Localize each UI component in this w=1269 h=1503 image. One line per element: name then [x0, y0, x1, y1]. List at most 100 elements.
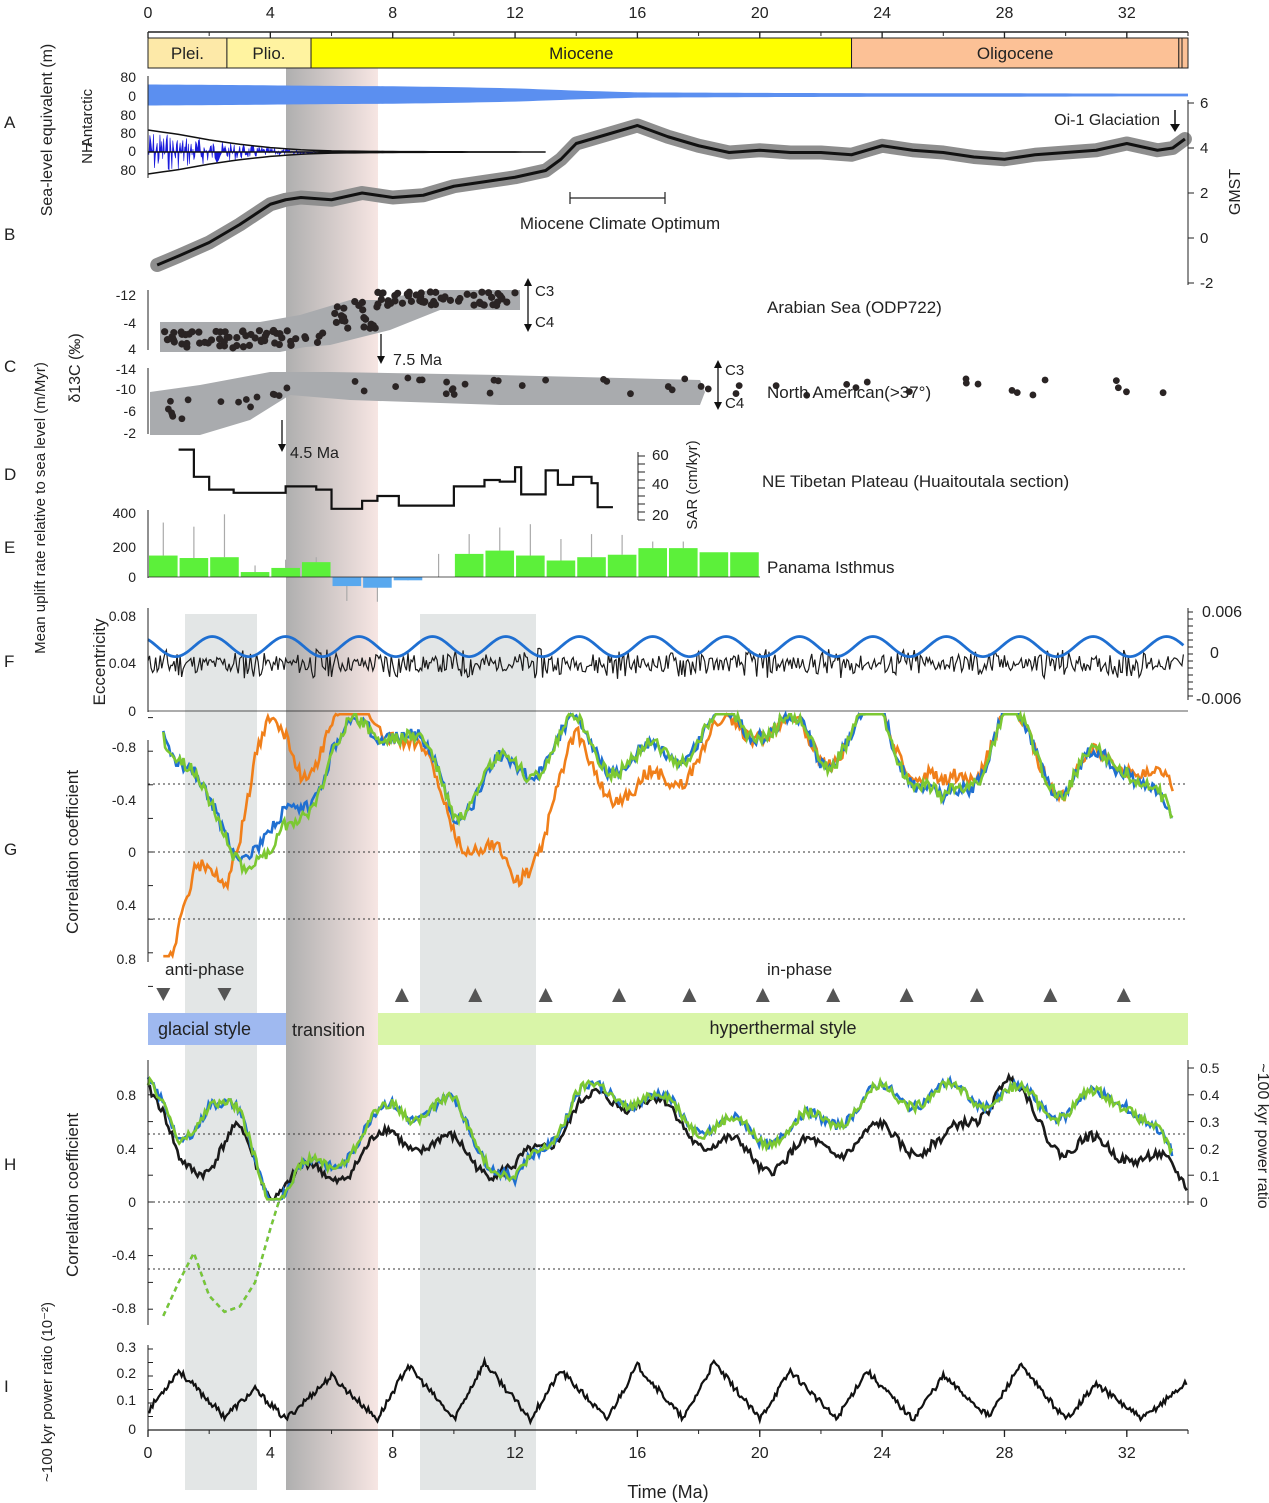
north-american-point — [184, 396, 192, 404]
f-right-tick-mid: 0 — [1210, 645, 1219, 662]
top-time-axis: 0 4 8 12 16 20 24 28 32 — [144, 5, 1189, 38]
epoch-label: Plio. — [252, 44, 285, 63]
arabian-sea-point — [340, 304, 348, 312]
north-american-point — [247, 403, 254, 411]
north-american-point — [490, 376, 498, 384]
in-phase-marker — [538, 988, 553, 1002]
in-phase-marker — [899, 988, 914, 1002]
epoch-box — [147, 37, 228, 69]
h-green-dashed-series — [162, 1198, 281, 1317]
h-tick-2: 0 — [128, 1194, 136, 1210]
gmst-tick-label: 6 — [1200, 95, 1208, 112]
in-phase-marker — [755, 988, 770, 1002]
panel-letter: B — [4, 225, 15, 244]
panel-g: -0.8 -0.4 0 0.4 0.8 Correlation coeffici… — [63, 709, 1188, 1002]
panel-letter: A — [4, 113, 16, 132]
panel-e: 400 200 0 Mean uplift rate relative to s… — [32, 362, 895, 654]
panel-letter: H — [4, 1155, 16, 1174]
panel-i: 0.3 0.2 0.1 0 ~100 kyr power ratio (10⁻²… — [39, 1302, 1188, 1482]
north-american-point — [235, 398, 242, 406]
h-right-tick-4: 0.1 — [1200, 1168, 1220, 1184]
uplift-bar — [240, 572, 270, 577]
e-tick-200: 200 — [113, 539, 137, 555]
panel-b: 6 4 2 0 -2 GMST Miocene Climate Optimum — [150, 95, 1244, 292]
panel-letter: G — [4, 840, 17, 859]
in-phase-label: in-phase — [767, 960, 832, 979]
g-tick-0: -0.8 — [112, 739, 136, 755]
g-tick-1: -0.4 — [112, 792, 136, 808]
top-axis-tick-label: 12 — [506, 5, 524, 22]
h-tick-0: 0.8 — [117, 1087, 137, 1103]
nh-tick-bot: 80 — [120, 162, 136, 178]
arabian-sea-point — [313, 338, 322, 347]
bottom-axis-tick-label: 32 — [1118, 1445, 1136, 1462]
north-american-point — [863, 378, 871, 386]
sea-level-ylabel: Sea-level equivalent (m) — [39, 44, 56, 217]
panel-letter: F — [4, 652, 14, 671]
arabian-sea-point — [503, 298, 511, 306]
north-american-point — [1123, 388, 1130, 396]
eccentricity-405kyr-line — [147, 635, 1185, 659]
north-american-point — [668, 386, 676, 394]
north-american-point — [360, 387, 368, 395]
arabian-sea-label: Arabian Sea (ODP722) — [767, 298, 942, 317]
arabian-sea-point — [446, 296, 455, 304]
bottom-axis-tick-label: 20 — [751, 1445, 769, 1462]
top-axis-tick-label: 8 — [388, 5, 397, 22]
bottom-time-axis: 0 4 8 12 16 20 24 28 32 Time (Ma) — [144, 1430, 1189, 1502]
arabian-sea-point — [478, 288, 486, 296]
uplift-bar — [607, 554, 637, 577]
arabian-sea-point — [426, 288, 434, 296]
antarctic-tick-bot: 80 — [120, 107, 136, 123]
antarctic-tick-mid: 0 — [128, 88, 136, 104]
uplift-bar — [546, 560, 576, 577]
top-axis-tick-label: 4 — [266, 5, 275, 22]
arabian-sea-point — [332, 318, 341, 327]
g-ylabel: Correlation coefficient — [63, 770, 82, 934]
arrow-7-5-ma-label: 7.5 Ma — [393, 352, 442, 369]
north-american-point — [803, 391, 811, 399]
in-phase-marker — [468, 988, 483, 1002]
arabian-sea-point — [269, 327, 277, 336]
h-ylabel: Correlation coefficient — [63, 1113, 82, 1277]
north-american-point — [1112, 377, 1120, 385]
north-american-point — [1029, 391, 1037, 399]
arabian-sea-point — [239, 343, 248, 351]
uplift-bar — [301, 562, 331, 577]
e-tick-0: 0 — [128, 569, 136, 585]
uplift-bar — [271, 567, 300, 577]
mco-annotation: Miocene Climate Optimum — [520, 214, 720, 233]
top-axis-tick-label: 0 — [144, 5, 153, 22]
arabian-sea-point — [233, 333, 241, 342]
e-tick-400: 400 — [113, 505, 137, 521]
north-american-point — [843, 380, 851, 388]
c-tick-top-1: -4 — [124, 315, 137, 331]
nh-tick-top: 80 — [120, 125, 136, 141]
sar-ylabel: SAR (cm/kyr) — [684, 440, 701, 529]
panama-label: Panama Isthmus — [767, 558, 895, 577]
north-american-point — [167, 397, 174, 405]
north-american-point — [442, 390, 450, 398]
shade-interval-1 — [185, 614, 257, 1490]
arabian-sea-point — [302, 334, 310, 343]
f-tick-0-08: 0.08 — [109, 608, 136, 624]
i-tick-0: 0.3 — [117, 1339, 137, 1355]
in-phase-marker — [969, 988, 984, 1002]
f-tick-0: 0 — [128, 703, 136, 719]
arabian-sea-point — [455, 297, 463, 305]
north-american-point — [416, 376, 423, 384]
arabian-sea-point — [407, 297, 416, 305]
i-tick-3: 0 — [128, 1421, 136, 1437]
antarctic-label: Antarctic — [79, 88, 96, 147]
arabian-sea-point — [238, 328, 247, 336]
north-american-point — [283, 384, 291, 392]
h-green-series — [146, 1075, 1174, 1201]
uplift-bar-negative — [363, 577, 392, 588]
arabian-sea-point — [251, 334, 259, 342]
i-ylabel: ~100 kyr power ratio (10⁻²) — [39, 1302, 56, 1482]
uplift-bar — [516, 555, 545, 577]
arabian-sea-point — [212, 327, 220, 336]
north-american-point — [542, 376, 550, 384]
epoch-label: Plei. — [171, 44, 204, 63]
c4-label-bottom: C4 — [725, 395, 744, 412]
